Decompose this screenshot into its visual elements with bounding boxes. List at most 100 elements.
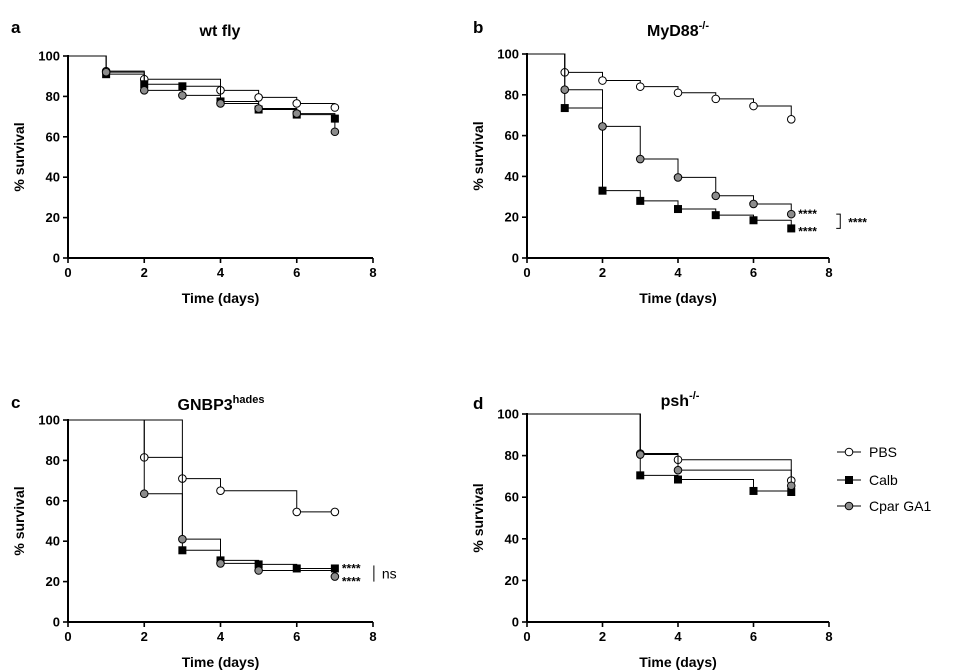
series-calb [68, 419, 339, 573]
y-tick-label: 60 [46, 493, 60, 508]
x-tick-label: 2 [141, 629, 148, 644]
survival-step-line [527, 413, 792, 486]
data-point [749, 101, 758, 111]
x-tick-label: 0 [64, 265, 71, 280]
legend-item: Calb [837, 472, 898, 488]
x-tick-label: 6 [293, 629, 300, 644]
data-point [292, 507, 302, 517]
data-point [292, 564, 301, 573]
legend-item: PBS [837, 444, 897, 460]
data-point [178, 91, 187, 100]
series-cpar-ga1 [527, 413, 796, 491]
data-point [598, 76, 607, 85]
data-point [139, 489, 149, 499]
data-point [673, 173, 683, 182]
data-point [674, 475, 682, 484]
y-tick-label: 60 [505, 128, 519, 143]
data-point [711, 211, 720, 220]
y-tick-label: 0 [53, 251, 60, 266]
legend-marker [844, 501, 854, 511]
y-tick-label: 20 [46, 574, 60, 589]
x-tick-label: 0 [64, 629, 71, 644]
data-point [786, 209, 796, 219]
significance-bracket [836, 213, 841, 229]
survival-step-line [68, 419, 335, 513]
y-tick-label: 60 [46, 129, 60, 144]
chart-title-superscript: -/- [689, 390, 700, 402]
y-tick-label: 80 [46, 453, 60, 468]
x-tick-label: 4 [674, 265, 682, 280]
series-pbs [527, 413, 796, 485]
x-tick-label: 8 [369, 629, 376, 644]
y-tick-label: 100 [38, 49, 60, 64]
survival-step-line [68, 419, 335, 569]
data-point [330, 507, 340, 517]
data-point [216, 559, 225, 568]
series-pbs [68, 419, 340, 517]
y-tick-label: 40 [505, 169, 519, 184]
data-point [598, 122, 607, 131]
y-tick-label: 80 [46, 89, 60, 104]
x-tick-label: 8 [825, 629, 832, 644]
y-tick-label: 80 [505, 448, 519, 463]
significance-label: **** [848, 215, 867, 229]
survival-step-line [527, 413, 792, 492]
data-point [216, 486, 225, 496]
x-tick-label: 8 [825, 265, 832, 280]
significance-label: ns [382, 566, 397, 582]
y-tick-label: 40 [46, 170, 60, 185]
data-point [330, 103, 340, 112]
legend-label: PBS [869, 444, 897, 460]
significance-label: **** [798, 207, 817, 221]
data-point [330, 572, 340, 581]
y-tick-label: 40 [505, 531, 519, 546]
x-tick-label: 2 [599, 629, 606, 644]
y-axis-label: % survival [470, 121, 486, 190]
data-point [254, 104, 263, 113]
series-cpar-ga1 [68, 55, 340, 137]
panel-a: a wt fly 0 20 40 60 80 100 0 2 4 6 8 Time (days) % sur… [11, 18, 377, 306]
legend-item: Cpar GA1 [837, 498, 931, 514]
legend-label: Calb [869, 472, 898, 488]
x-axis-label: Time (days) [639, 290, 717, 306]
y-tick-label: 20 [505, 573, 519, 588]
x-axis-label: Time (days) [639, 654, 717, 670]
chart-title-superscript: hades [233, 394, 265, 406]
y-tick-label: 20 [505, 210, 519, 225]
x-tick-label: 6 [293, 265, 300, 280]
panel-d: d psh-/- 0 20 40 60 80 100 0 2 4 6 8 Time (days) % sur… [470, 390, 833, 670]
y-tick-label: 0 [512, 615, 519, 630]
y-tick-label: 60 [505, 490, 519, 505]
data-point [786, 114, 796, 124]
data-point [711, 94, 721, 104]
y-tick-label: 100 [497, 47, 519, 62]
data-point [749, 199, 758, 209]
panel-c: c GNBP3hades 0 20 40 60 80 100 0 2 4 6 8 Time (days)%… [11, 393, 397, 670]
legend: PBS Calb Cpar GA1 [837, 444, 931, 514]
legend-marker [844, 447, 854, 457]
data-point [673, 88, 683, 98]
significance-label: **** [342, 561, 361, 575]
data-point [178, 534, 187, 544]
y-tick-label: 40 [46, 534, 60, 549]
x-tick-label: 4 [217, 265, 225, 280]
series-cpar-ga1 [527, 53, 796, 219]
x-tick-label: 2 [141, 265, 148, 280]
chart-title-superscript: -/- [699, 20, 710, 32]
panel-letter: a [11, 18, 21, 37]
data-point [749, 486, 758, 495]
legend-label: Cpar GA1 [869, 498, 931, 514]
y-axis-label: % survival [11, 486, 27, 555]
y-axis-label: % survival [470, 483, 486, 552]
panel-letter: c [11, 393, 20, 412]
data-point [101, 67, 111, 77]
y-tick-label: 100 [38, 413, 60, 428]
chart-title: MyD88-/- [647, 20, 709, 40]
data-point [635, 450, 645, 459]
y-tick-label: 20 [46, 210, 60, 225]
data-point [635, 82, 645, 91]
survival-step-line [68, 55, 336, 119]
significance-label: **** [342, 575, 361, 589]
data-point [292, 99, 302, 108]
